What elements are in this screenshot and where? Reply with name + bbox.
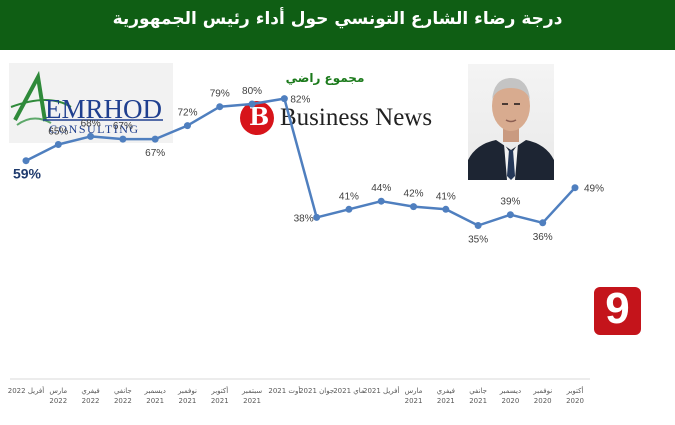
president-portrait bbox=[468, 64, 554, 180]
channel-number: 9 bbox=[605, 284, 630, 333]
tick-label-5-0: نوفمبر bbox=[177, 387, 197, 395]
data-point-0 bbox=[22, 157, 30, 165]
data-point-12 bbox=[410, 203, 418, 211]
data-label-7: 80% bbox=[242, 86, 262, 97]
tick-label-3-1: 2022 bbox=[114, 397, 132, 405]
tick-label-4-0: ديسمبر bbox=[144, 387, 166, 395]
data-label-17: 49% bbox=[584, 184, 604, 195]
tick-label-1-1: 2022 bbox=[49, 397, 67, 405]
data-point-14 bbox=[474, 222, 482, 229]
data-label-0: 59% bbox=[13, 166, 42, 182]
data-point-10 bbox=[345, 205, 353, 213]
data-point-4 bbox=[151, 135, 159, 143]
tick-label-5-1: 2021 bbox=[179, 397, 197, 405]
data-label-11: 44% bbox=[371, 183, 391, 194]
emrhod-logo-mark: EMRHOD CONSULTING bbox=[10, 70, 163, 136]
bn-badge-letter: B bbox=[249, 102, 270, 131]
tick-label-13-1: 2021 bbox=[437, 397, 455, 405]
tick-label-10-0: ماي 2021 bbox=[333, 387, 365, 395]
tick-label-15-1: 2020 bbox=[501, 397, 519, 405]
data-label-6: 79% bbox=[210, 89, 230, 100]
data-label-14: 35% bbox=[468, 235, 488, 246]
data-point-13 bbox=[442, 205, 450, 213]
data-label-9: 38% bbox=[294, 213, 314, 224]
data-label-5: 72% bbox=[177, 108, 197, 119]
tick-label-2-1: 2022 bbox=[82, 397, 100, 405]
tick-label-13-0: فيفري bbox=[437, 387, 455, 395]
tick-label-11-0: أفريل 2021 bbox=[363, 386, 400, 395]
data-label-15: 39% bbox=[500, 197, 520, 208]
channel-9-logo: 9 bbox=[594, 284, 641, 335]
tick-label-8-0: أوت 2021 bbox=[268, 386, 300, 395]
tick-label-16-1: 2020 bbox=[534, 397, 552, 405]
data-point-17 bbox=[571, 184, 579, 192]
data-point-6 bbox=[216, 103, 224, 111]
tick-label-3-0: جانفي bbox=[114, 387, 132, 395]
data-point-8 bbox=[280, 95, 288, 103]
emrhod-logo: EMRHOD CONSULTING bbox=[9, 63, 173, 143]
data-label-2: 68% bbox=[81, 118, 101, 129]
data-point-1 bbox=[54, 141, 62, 148]
tick-label-14-0: جانفي bbox=[469, 387, 487, 395]
data-point-11 bbox=[377, 197, 385, 205]
emrhod-name: EMRHOD bbox=[45, 94, 162, 124]
tick-label-9-0: جوان 2021 bbox=[299, 387, 334, 395]
bn-badge-icon: B bbox=[240, 101, 274, 135]
data-label-3: 67% bbox=[113, 121, 133, 132]
data-label-4: 67% bbox=[145, 148, 165, 159]
tick-label-1-0: مارس bbox=[49, 387, 67, 395]
person-portrait-icon bbox=[468, 78, 554, 180]
data-label-10: 41% bbox=[339, 191, 359, 202]
tick-label-4-1: 2021 bbox=[146, 397, 164, 405]
page-title: درجة رضاء الشارع التونسي حول أداء رئيس ا… bbox=[112, 9, 563, 29]
tick-label-12-1: 2021 bbox=[405, 397, 423, 405]
data-point-3 bbox=[119, 135, 127, 143]
tick-label-14-1: 2021 bbox=[469, 397, 487, 405]
tick-label-7-0: سبتمبر bbox=[241, 387, 262, 395]
series-line bbox=[25, 97, 576, 227]
tick-label-12-0: مارس bbox=[405, 387, 423, 395]
data-label-1: 65% bbox=[48, 127, 68, 138]
tick-label-16-0: نوفمبر bbox=[532, 387, 552, 395]
bn-name: Business News bbox=[280, 104, 433, 131]
tick-label-17-0: أكتوبر bbox=[566, 386, 584, 395]
data-point-2 bbox=[87, 132, 95, 140]
header-bar: درجة رضاء الشارع التونسي حول أداء رئيس ا… bbox=[0, 0, 675, 50]
tick-label-6-1: 2021 bbox=[211, 397, 229, 405]
data-point-16 bbox=[539, 219, 547, 227]
tick-label-15-0: ديسمبر bbox=[499, 387, 521, 395]
data-label-13: 41% bbox=[436, 191, 456, 202]
chart-title: مجموع راضي bbox=[285, 71, 365, 85]
data-label-12: 42% bbox=[404, 189, 424, 200]
tick-label-0-0: أفريل 2022 bbox=[8, 386, 45, 395]
tick-label-6-0: أكتوبر bbox=[210, 386, 228, 395]
data-point-9 bbox=[313, 213, 321, 221]
tick-label-7-1: 2021 bbox=[243, 397, 261, 405]
data-label-16: 36% bbox=[533, 232, 553, 243]
data-point-15 bbox=[506, 211, 514, 219]
data-point-5 bbox=[183, 122, 191, 130]
data-point-7 bbox=[248, 100, 256, 108]
tick-label-2-0: فيفري bbox=[81, 387, 99, 395]
emrhod-sub: CONSULTING bbox=[49, 122, 140, 136]
tick-label-17-1: 2020 bbox=[566, 397, 584, 405]
data-label-8: 82% bbox=[290, 95, 310, 106]
